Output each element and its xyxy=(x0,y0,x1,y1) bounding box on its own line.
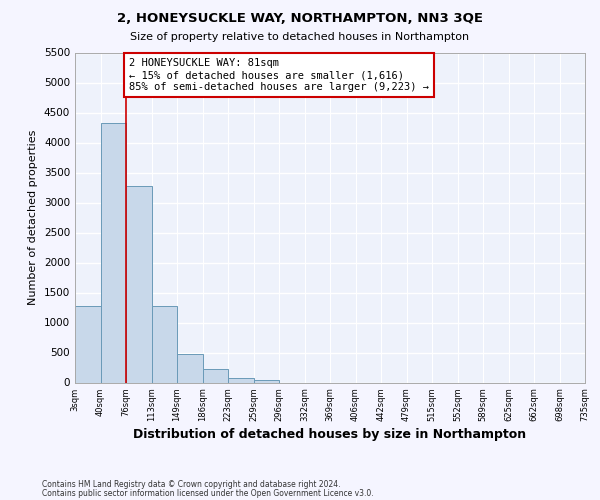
Bar xyxy=(254,380,279,382)
Bar xyxy=(228,378,254,382)
X-axis label: Distribution of detached houses by size in Northampton: Distribution of detached houses by size … xyxy=(133,428,527,441)
Text: Contains HM Land Registry data © Crown copyright and database right 2024.: Contains HM Land Registry data © Crown c… xyxy=(42,480,341,489)
Text: Size of property relative to detached houses in Northampton: Size of property relative to detached ho… xyxy=(130,32,470,42)
Text: 2 HONEYSUCKLE WAY: 81sqm
← 15% of detached houses are smaller (1,616)
85% of sem: 2 HONEYSUCKLE WAY: 81sqm ← 15% of detach… xyxy=(129,58,429,92)
Bar xyxy=(151,306,177,382)
Bar xyxy=(126,186,151,382)
Bar xyxy=(203,368,228,382)
Text: 2, HONEYSUCKLE WAY, NORTHAMPTON, NN3 3QE: 2, HONEYSUCKLE WAY, NORTHAMPTON, NN3 3QE xyxy=(117,12,483,26)
Text: Contains public sector information licensed under the Open Government Licence v3: Contains public sector information licen… xyxy=(42,488,374,498)
Bar xyxy=(177,354,203,382)
Bar xyxy=(75,306,101,382)
Y-axis label: Number of detached properties: Number of detached properties xyxy=(28,130,38,305)
Bar xyxy=(101,122,126,382)
